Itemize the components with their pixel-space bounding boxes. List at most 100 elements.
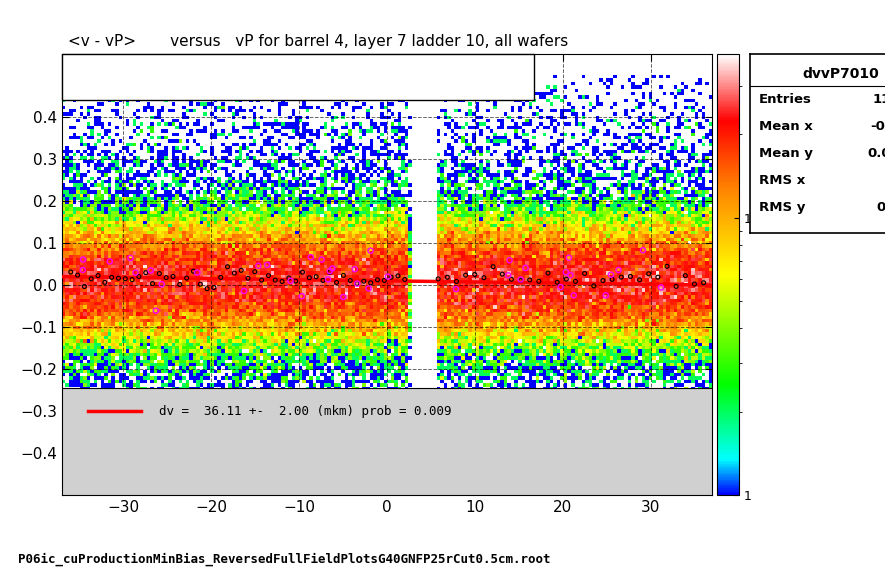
Point (513, 276, 527, 285)
Point (248, 267, 262, 276)
Point (187, 267, 201, 276)
Point (336, 292, 350, 302)
Point (139, 268, 153, 277)
Point (503, 255, 517, 265)
Point (304, 253, 318, 262)
Point (303, 273, 317, 282)
Point (371, 275, 385, 284)
Point (598, 291, 612, 300)
Text: RMS x: RMS x (758, 174, 805, 187)
Point (71, 271, 85, 280)
Point (532, 277, 546, 286)
Point (145, 279, 159, 288)
Point (97, 278, 112, 287)
Point (566, 291, 581, 300)
Point (348, 265, 362, 274)
Point (550, 278, 565, 287)
Point (614, 273, 628, 282)
Point (364, 278, 378, 287)
Point (281, 274, 296, 283)
Text: Mean x: Mean x (758, 121, 812, 133)
Point (467, 270, 481, 279)
Point (237, 286, 251, 295)
Point (391, 271, 405, 281)
Point (321, 275, 335, 284)
Point (275, 277, 289, 286)
Text: 113282: 113282 (873, 93, 885, 106)
Point (316, 276, 330, 285)
Point (559, 275, 573, 284)
Point (123, 253, 137, 262)
Point (132, 272, 146, 281)
Point (255, 275, 269, 284)
Point (213, 273, 227, 282)
Point (241, 274, 255, 283)
Point (207, 283, 221, 292)
Point (227, 269, 242, 278)
Point (268, 275, 282, 284)
Point (440, 273, 454, 282)
Point (587, 281, 601, 290)
Point (431, 274, 445, 283)
Point (381, 272, 395, 281)
Point (283, 277, 297, 286)
Point (654, 283, 668, 292)
Point (669, 282, 683, 291)
Point (200, 284, 214, 293)
Point (325, 264, 339, 273)
Point (343, 276, 358, 285)
Point (261, 271, 275, 280)
Point (650, 273, 665, 282)
FancyBboxPatch shape (62, 54, 534, 100)
Point (377, 276, 391, 285)
Point (384, 273, 398, 282)
Point (496, 270, 510, 279)
Point (563, 271, 577, 280)
Point (296, 267, 310, 277)
Point (361, 284, 375, 293)
Point (558, 267, 573, 277)
Point (541, 269, 555, 278)
Point (152, 269, 166, 278)
Point (84, 274, 98, 283)
Point (329, 278, 343, 287)
Point (568, 277, 582, 286)
Point (504, 275, 519, 284)
Point (180, 274, 194, 283)
Text: 0.1855: 0.1855 (876, 201, 885, 214)
Text: P06ic_cuProductionMinBias_ReversedFullFieldPlotsG40GNFP25rCut0.5cm.root: P06ic_cuProductionMinBias_ReversedFullFi… (18, 552, 550, 566)
Point (604, 270, 618, 279)
Bar (62, 388, 712, 495)
Point (636, 246, 650, 255)
Point (605, 275, 620, 284)
Point (112, 274, 126, 283)
Point (688, 279, 702, 288)
Text: RMS y: RMS y (758, 201, 805, 214)
Point (220, 262, 235, 271)
Point (642, 269, 656, 278)
Point (125, 275, 139, 284)
Text: Mean y: Mean y (758, 147, 812, 160)
Point (193, 279, 207, 288)
Point (260, 261, 274, 270)
Point (364, 246, 378, 255)
Point (458, 271, 473, 280)
Point (128, 268, 142, 277)
Point (309, 272, 323, 281)
Text: 0.01902: 0.01902 (867, 147, 885, 160)
Point (612, 266, 626, 275)
Point (77, 282, 91, 291)
Point (234, 266, 248, 275)
Point (623, 272, 637, 281)
Point (165, 272, 180, 281)
Point (678, 271, 692, 280)
Point (155, 280, 169, 289)
Point (397, 275, 412, 284)
Point (91, 271, 105, 280)
Point (103, 257, 117, 266)
Point (660, 262, 674, 271)
Point (76, 255, 90, 264)
Point (562, 253, 576, 262)
Point (75, 266, 89, 275)
Point (513, 275, 527, 284)
